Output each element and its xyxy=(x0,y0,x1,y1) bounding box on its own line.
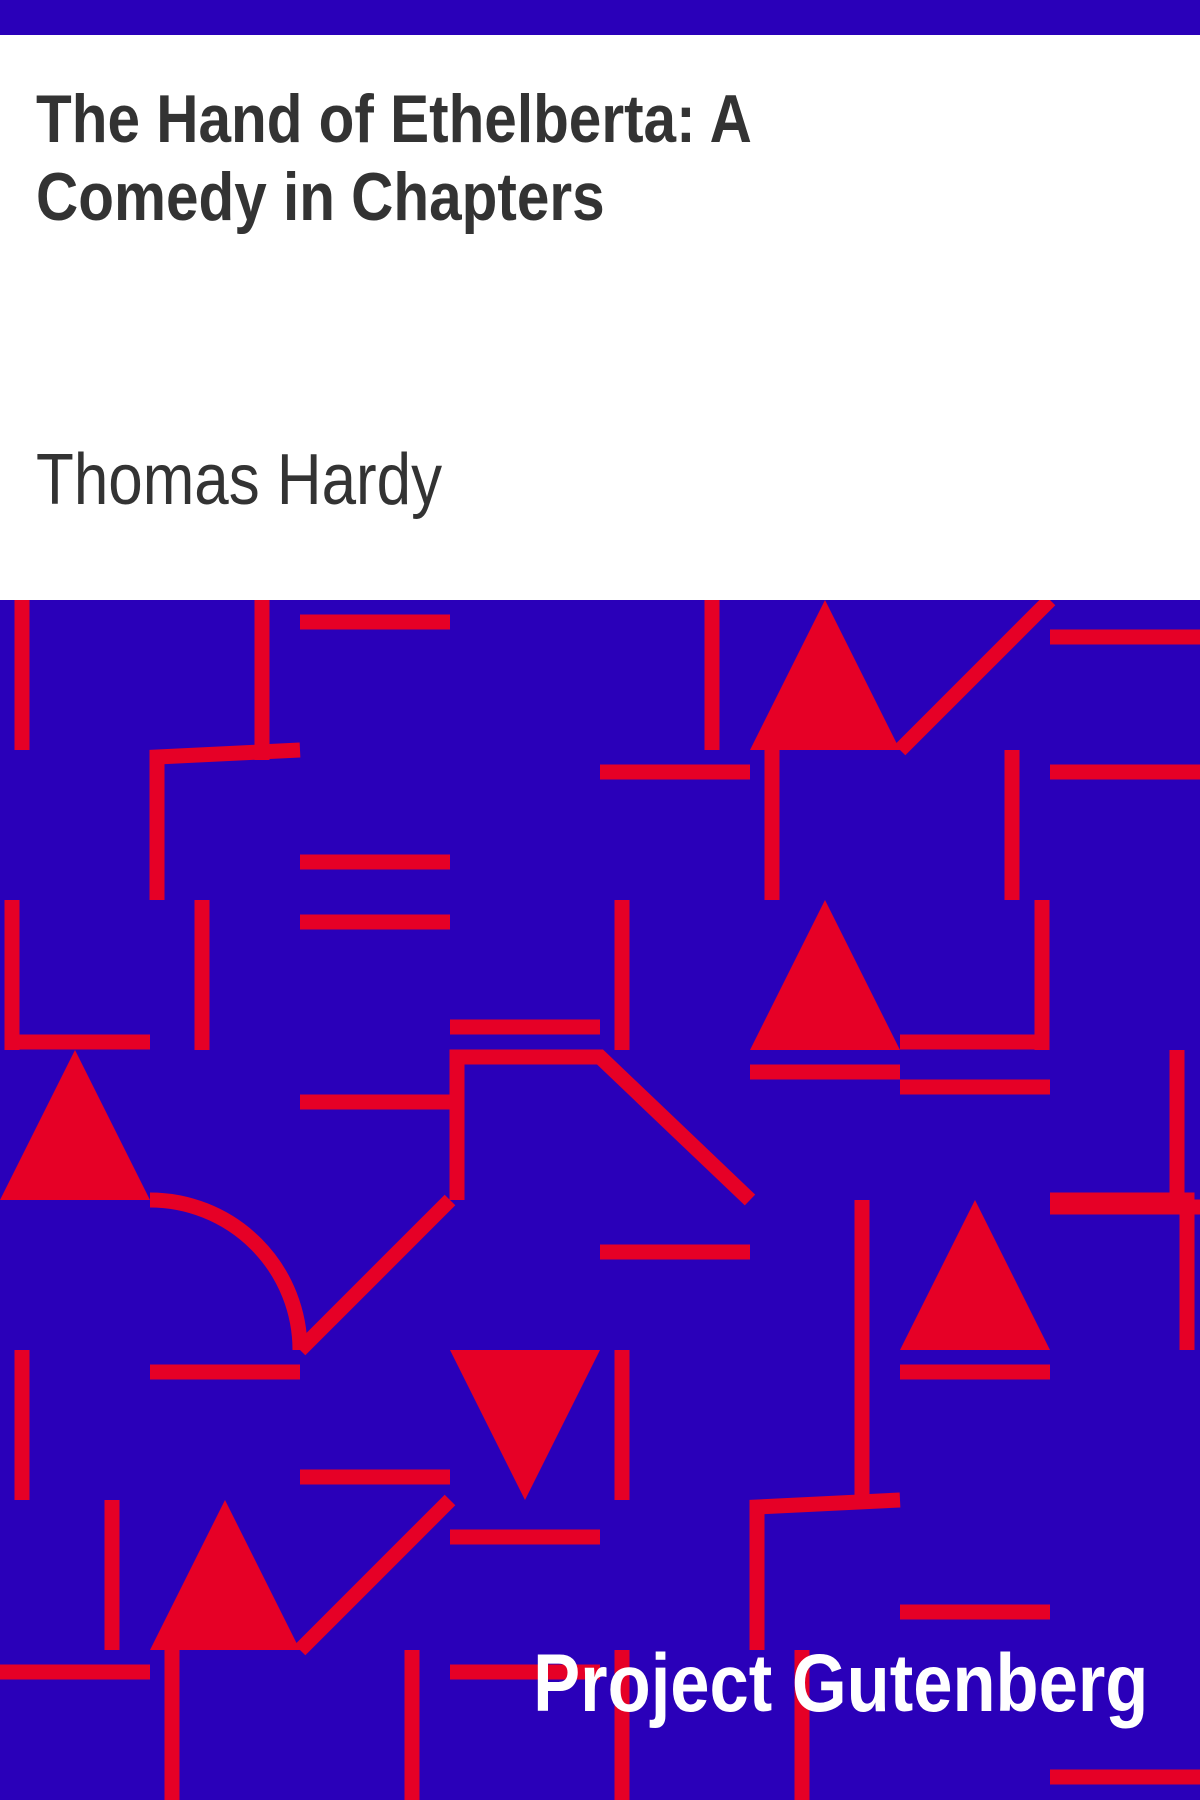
top-color-bar xyxy=(0,0,1200,35)
title-block xyxy=(0,35,1200,600)
book-title: The Hand of Ethelberta: A Comedy in Chap… xyxy=(36,81,750,235)
cover-pattern xyxy=(0,600,1200,1800)
publisher-name: Project Gutenberg xyxy=(532,1638,1148,1729)
book-author: Thomas Hardy xyxy=(36,440,443,520)
